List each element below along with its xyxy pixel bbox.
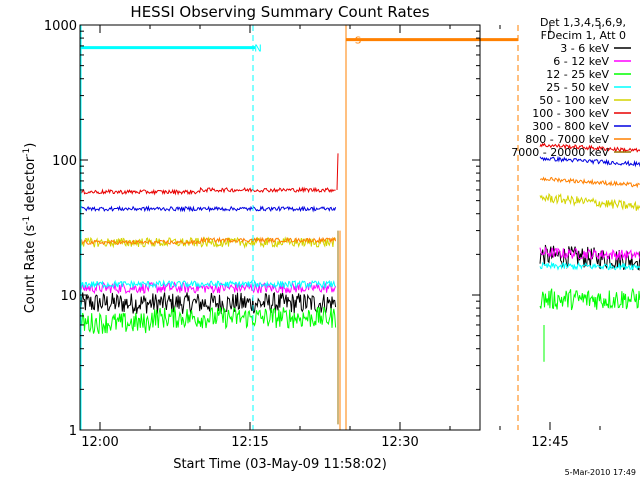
series-spike [336, 153, 339, 190]
x-tick-label: 12:15 [231, 435, 268, 450]
footer-date: 5-Mar-2010 17:49 [565, 468, 636, 477]
series-trace-7-b [540, 176, 640, 189]
series-trace-5-b [539, 142, 640, 154]
series-trace-0-b [539, 244, 640, 271]
series-trace-2-a [79, 306, 337, 334]
series-trace-4-b [539, 192, 640, 211]
plot-frame [79, 24, 481, 431]
legend-entry-label: 3 - 6 keV [560, 42, 609, 55]
chart-title: HESSI Observing Summary Count Rates [130, 3, 429, 21]
y-axis-label: Count Rate (s-1 detector-1) [22, 143, 38, 314]
x-tick-label: 12:00 [81, 435, 118, 450]
legend-entry-label: 6 - 12 keV [553, 55, 609, 68]
series-trace-2-b [539, 288, 640, 311]
legend-entry-label: 25 - 50 keV [546, 81, 609, 94]
y-axis-label-part: -1 [22, 216, 32, 225]
series-trace-7-a [79, 236, 337, 246]
y-axis-label-part: ) [23, 143, 38, 148]
y-tick-label: 1000 [44, 19, 77, 34]
y-tick-label: 1 [69, 424, 77, 439]
y-tick-label: 10 [60, 289, 77, 304]
legend-header-line: FDecim 1, Att 0 [541, 29, 626, 42]
series-trace-6-b [539, 155, 640, 168]
flag-label: N [254, 44, 261, 55]
legend-entry-label: 300 - 800 keV [532, 120, 609, 133]
legend-entry-label: 50 - 100 keV [539, 94, 609, 107]
series-trace-5-a [79, 186, 336, 196]
legend-entry-label: 12 - 25 keV [546, 68, 609, 81]
y-tick-label: 100 [52, 154, 77, 169]
legend-header-line: Det 1,3,4,5,6,9, [540, 16, 626, 29]
legend-entry-label: 800 - 7000 keV [525, 133, 609, 146]
x-axis-label: Start Time (03-May-09 11:58:02) [173, 457, 387, 472]
series-trace-0-a [79, 291, 337, 314]
legend-entry-label: 100 - 300 keV [532, 107, 609, 120]
y-axis-label-part: -1 [22, 148, 32, 157]
y-axis-label-part: Count Rate (s [23, 225, 38, 314]
flag-label: S [355, 36, 361, 47]
legend-entry-label: 7000 - 20000 keV [511, 146, 609, 159]
x-tick-label: 12:30 [381, 435, 418, 450]
series-trace-3-b [539, 261, 640, 271]
plot-area: NS [79, 25, 640, 430]
axes: 110100100012:0012:1512:3012:4513:0013:15… [44, 19, 601, 450]
series-trace-1-b [539, 246, 640, 261]
series-trace-3-a [79, 279, 336, 290]
y-axis-label-part: detector [23, 156, 38, 216]
x-tick-label: 12:45 [531, 435, 568, 450]
series-trace-6-a [79, 205, 337, 213]
legend: Det 1,3,4,5,6,9, FDecim 1, Att 0 3 - 6 k… [511, 16, 631, 159]
